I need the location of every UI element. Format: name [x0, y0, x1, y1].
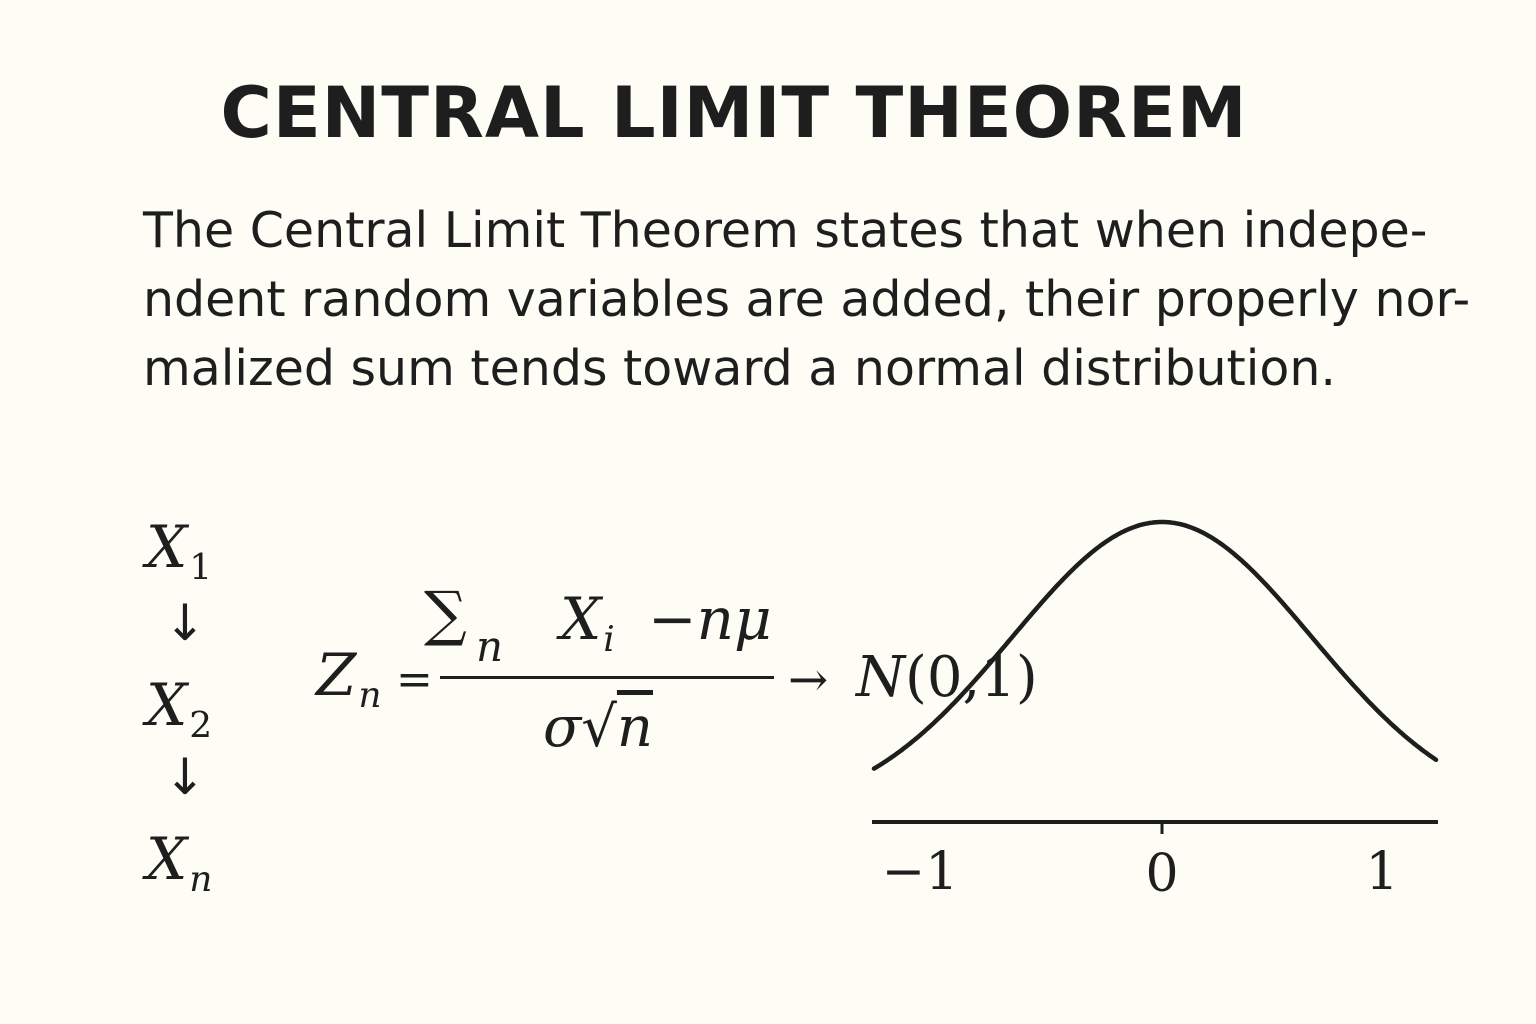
numerator-term: Xi [560, 590, 615, 657]
variable-subscript: 2 [189, 704, 213, 746]
tick-label-minus-one: −1 [881, 842, 959, 902]
term-symbol: X [560, 585, 602, 653]
arrow-down-icon: ↓ [164, 748, 206, 806]
description-text: The Central Limit Theorem states that wh… [143, 196, 1471, 403]
normal-args: (0,1) [905, 645, 1038, 710]
bell-curve [871, 519, 1439, 771]
sum-symbol: ∑ [424, 579, 467, 649]
term-subscript: i [603, 618, 615, 660]
variable-subscript: n [189, 858, 213, 900]
arrow-down-icon: ↓ [164, 594, 206, 652]
variable-symbol: X [146, 513, 188, 581]
formula-lhs: Zn [316, 646, 381, 713]
normal-symbol: N [856, 645, 905, 710]
formula-lhs-subscript: n [358, 674, 382, 716]
variable-symbol: X [146, 825, 188, 893]
formula-lhs-symbol: Z [316, 641, 357, 709]
tick-label-zero: 0 [1145, 844, 1179, 904]
normal-distribution-label: N(0,1) [856, 650, 1038, 706]
denominator-n: n [616, 695, 653, 760]
variable-x1: X1 [146, 518, 212, 585]
right-arrow-icon: → [788, 652, 829, 708]
sum-subscript: n [476, 622, 504, 671]
variable-symbol: X [146, 671, 188, 739]
denominator-sigma: σ [543, 695, 582, 760]
formula-equals: = [396, 654, 433, 705]
fraction-bar [440, 676, 774, 679]
sqrt-symbol: √ [581, 695, 617, 760]
denominator: σ√n [543, 700, 653, 756]
tick-label-one: 1 [1365, 842, 1399, 902]
variable-subscript: 1 [189, 546, 213, 588]
variable-x2: X2 [146, 676, 212, 743]
variable-xn: Xn [146, 830, 212, 897]
page-title: CENTRAL LIMIT THEOREM [220, 72, 1248, 154]
description-line: ndent random variables are added, their … [143, 271, 1471, 328]
description-line: The Central Limit Theorem states that wh… [143, 202, 1428, 259]
description-line: malized sum tends toward a normal distri… [143, 340, 1336, 397]
numerator-minus-term: −nμ [648, 585, 772, 653]
